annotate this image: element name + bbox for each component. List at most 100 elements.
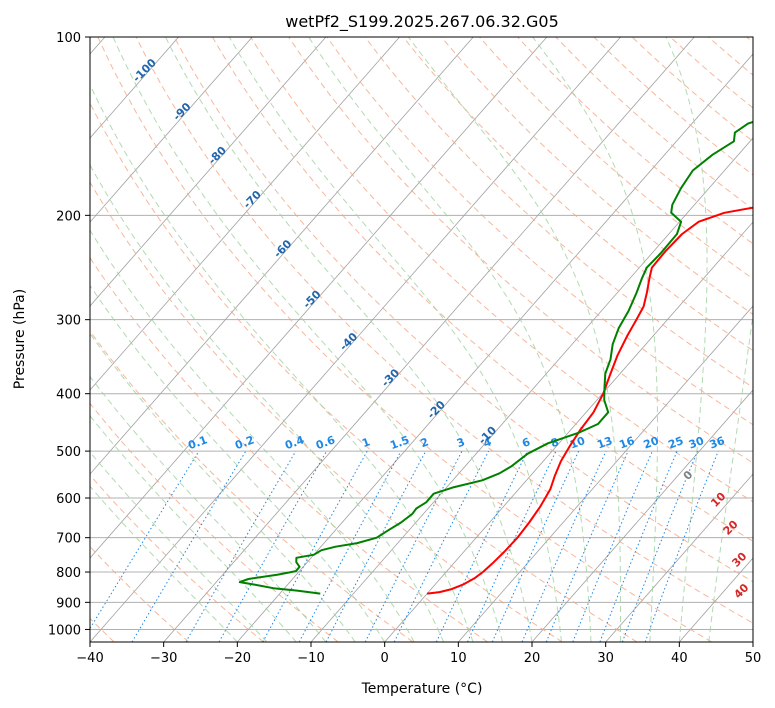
dry-adiabat-line <box>90 474 264 642</box>
dry-adiabat-line <box>90 181 563 642</box>
moist-adiabat-line <box>90 164 445 642</box>
sounding-profiles <box>238 120 753 595</box>
mixing-ratio-label: 4 <box>482 435 494 450</box>
moist-adiabat-line <box>532 37 658 642</box>
mixing-ratio-label: 25 <box>666 434 685 451</box>
mixing-ratio-line <box>90 450 200 630</box>
isotherm-line <box>531 389 753 642</box>
dry-adiabat-line <box>250 37 753 503</box>
mixing-ratio-line <box>262 450 368 642</box>
moist-adiabat-line <box>90 284 386 642</box>
mixing-ratio-line <box>467 450 557 642</box>
moist-adiabat-line <box>90 414 297 642</box>
x-tick-label: 0 <box>381 651 389 666</box>
x-tick-label: −40 <box>76 651 103 666</box>
isotherm-line <box>90 37 253 223</box>
x-tick-label: 40 <box>671 651 688 666</box>
isotherm-line <box>90 37 621 642</box>
dry-adiabat-line <box>288 37 753 464</box>
dry-adiabat-line <box>90 330 414 642</box>
y-tick-label: 200 <box>56 209 81 224</box>
moist-adiabat-line <box>708 310 753 642</box>
dry-adiabat-line <box>440 37 753 315</box>
x-tick-label: 50 <box>745 651 762 666</box>
isotherm-line <box>384 221 753 642</box>
y-tick-label: 600 <box>56 492 81 507</box>
y-tick-label: 900 <box>56 596 81 611</box>
moist-adiabat-line <box>665 37 708 642</box>
dry-adiabat-line <box>173 37 753 583</box>
dry-adiabat-line <box>135 37 753 624</box>
moist-adiabat-line <box>407 37 621 642</box>
temperature-profile <box>426 206 753 595</box>
isotherm-line <box>236 53 753 642</box>
isotherm-line <box>163 37 695 642</box>
dry-adiabat-line <box>90 102 638 642</box>
moist-adiabat-line <box>90 375 327 642</box>
x-tick-label: −20 <box>224 651 251 666</box>
dry-adiabat-line <box>97 37 712 642</box>
isotherm-line <box>457 305 753 642</box>
mixing-ratio-label: 0.6 <box>314 433 337 452</box>
mixing-ratio-line <box>131 450 247 642</box>
mixing-ratio-label: 10 <box>568 434 587 452</box>
mixing-ratio-label: 1 <box>360 435 372 450</box>
mixing-ratio-line <box>435 450 528 642</box>
x-tick-label: 20 <box>524 651 541 666</box>
moist-adiabat-line <box>228 37 562 642</box>
mixing-ratio-label: 1.5 <box>388 433 411 452</box>
y-tick-label: 500 <box>56 445 81 460</box>
y-tick-label: 800 <box>56 566 81 581</box>
plot-frame <box>89 36 754 643</box>
moist-adiabat-line <box>90 451 268 642</box>
moist-adiabat-line <box>90 229 415 642</box>
mixing-ratio-line <box>545 450 629 642</box>
mixing-ratio-label: 6 <box>520 435 532 450</box>
mixing-ratio-label: 0.2 <box>233 433 256 452</box>
dry-adiabat-line <box>211 37 753 542</box>
mixing-ratio-line <box>185 450 297 642</box>
mixing-ratio-label: 0.1 <box>186 433 209 452</box>
mixing-ratio-label: 30 <box>687 434 706 452</box>
mixing-ratio-label: 20 <box>642 434 661 452</box>
moist-adiabat-line <box>165 37 533 642</box>
chart-title: wetPf2_S199.2025.267.06.32.G05 <box>285 12 559 32</box>
mixing-ratio-label: 36 <box>708 434 727 452</box>
mixing-ratio-label: 0.4 <box>283 433 306 452</box>
isotherm-line <box>90 37 548 559</box>
mixing-ratio-line <box>572 450 653 642</box>
dry-adiabat-line <box>631 37 753 142</box>
y-tick-label: 100 <box>56 31 81 46</box>
moist-adiabat-line <box>112 37 503 642</box>
mixing-ratio-line <box>298 450 402 642</box>
dewpoint-profile <box>238 120 753 595</box>
isotherm-line <box>90 37 400 391</box>
y-tick-label: 400 <box>56 388 81 403</box>
y-tick-label: 700 <box>56 532 81 547</box>
isotherm-line <box>90 37 327 307</box>
dry-adiabat-line <box>479 37 753 280</box>
y-axis: 100 200 300 400 500 600 700 800 900 1000 <box>48 31 90 638</box>
isotherm-line <box>605 473 753 642</box>
y-axis-title: Pressure (hPa) <box>12 289 28 389</box>
mixing-ratio-label: 13 <box>595 434 614 451</box>
dry-adiabat-line <box>326 37 753 426</box>
x-tick-label: 10 <box>450 651 467 666</box>
x-tick-label: −30 <box>150 651 177 666</box>
moist-adiabat-line <box>90 485 238 642</box>
dry-adiabat-line <box>90 256 488 642</box>
moist-adiabat-line <box>90 332 356 642</box>
moist-adiabat-line <box>90 83 474 642</box>
dry-adiabat-line <box>593 37 753 176</box>
dry-adiabat-line <box>402 37 753 352</box>
x-tick-label: 30 <box>597 651 614 666</box>
x-axis-title: Temperature (°C) <box>361 681 483 697</box>
mixing-ratio-label: 3 <box>455 435 467 450</box>
x-axis: −40 −30 −20 −10 0 10 20 30 40 50 <box>76 642 761 666</box>
y-tick-label: 300 <box>56 314 81 329</box>
mixing-ratio-label: 2 <box>419 435 431 450</box>
x-tick-label: −10 <box>297 651 324 666</box>
mixing-ratio-label: 8 <box>549 435 561 450</box>
